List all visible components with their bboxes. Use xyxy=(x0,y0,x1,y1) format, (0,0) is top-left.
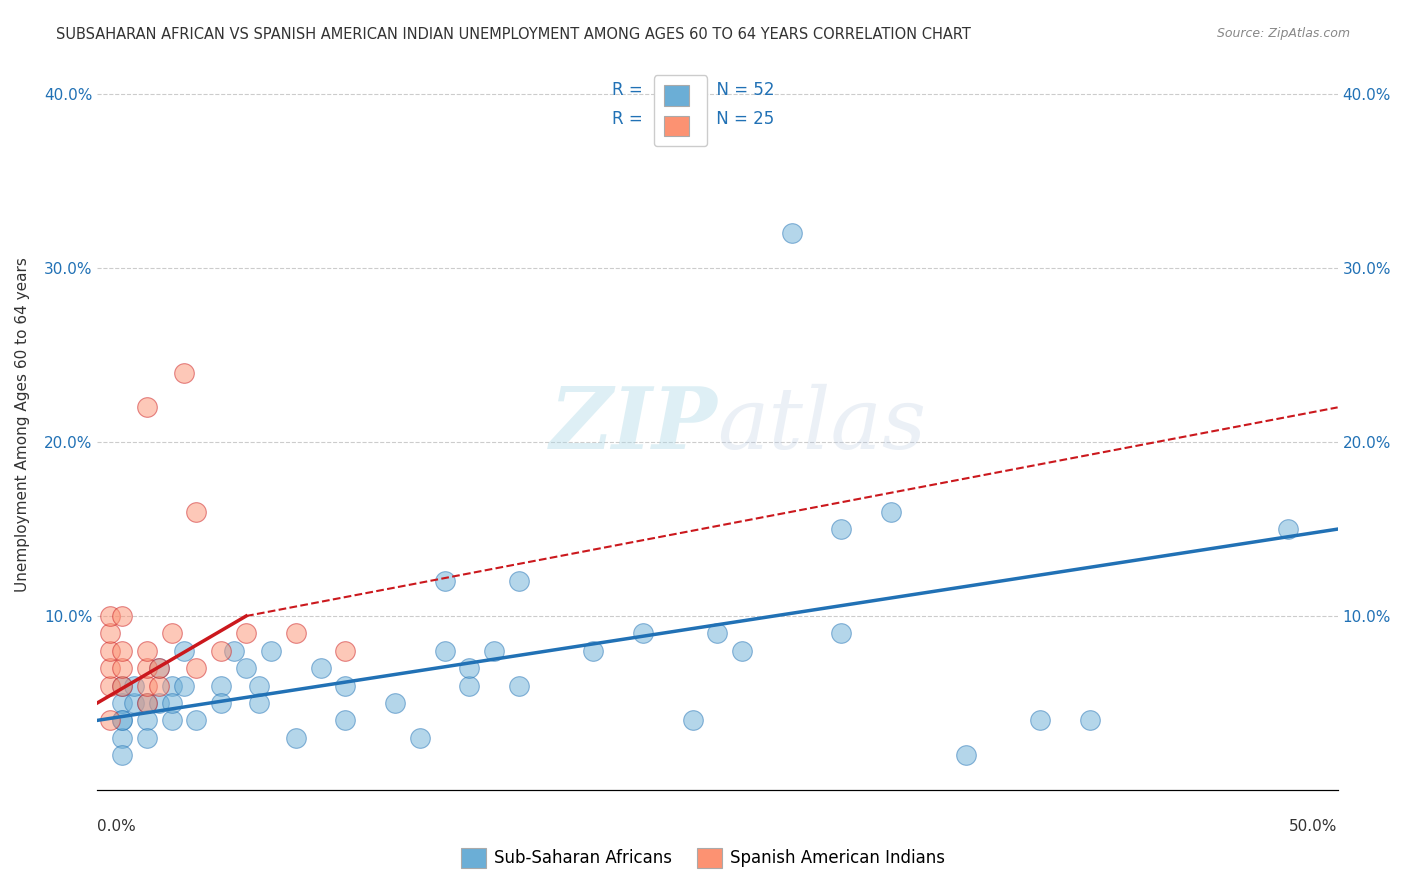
Point xyxy=(309,661,332,675)
Point xyxy=(135,644,157,658)
Point xyxy=(98,679,121,693)
Point xyxy=(124,696,146,710)
Point xyxy=(173,366,195,380)
Point xyxy=(111,679,134,693)
Point xyxy=(631,626,654,640)
Point xyxy=(160,626,183,640)
Point xyxy=(222,644,245,658)
Point xyxy=(235,626,257,640)
Point xyxy=(148,661,170,675)
Point xyxy=(1078,714,1101,728)
Point xyxy=(111,679,134,693)
Text: 0.0%: 0.0% xyxy=(97,819,136,834)
Point xyxy=(98,661,121,675)
Point xyxy=(186,505,208,519)
Point xyxy=(173,644,195,658)
Point xyxy=(409,731,432,745)
Text: R =  0.310   N = 52: R = 0.310 N = 52 xyxy=(612,81,775,99)
Point xyxy=(335,644,357,658)
Point xyxy=(682,714,704,728)
Point xyxy=(880,505,903,519)
Point xyxy=(98,644,121,658)
Y-axis label: Unemployment Among Ages 60 to 64 years: Unemployment Among Ages 60 to 64 years xyxy=(15,257,30,592)
Point xyxy=(111,661,134,675)
Point xyxy=(186,714,208,728)
Point xyxy=(706,626,728,640)
Point xyxy=(173,679,195,693)
Point xyxy=(111,696,134,710)
Point xyxy=(209,679,232,693)
Point xyxy=(508,574,530,589)
Point xyxy=(148,696,170,710)
Point xyxy=(148,679,170,693)
Point xyxy=(731,644,754,658)
Point xyxy=(209,644,232,658)
Point xyxy=(335,679,357,693)
Point xyxy=(458,679,481,693)
Point xyxy=(482,644,505,658)
Point xyxy=(247,696,270,710)
Point xyxy=(135,401,157,415)
Point xyxy=(124,679,146,693)
Point xyxy=(160,696,183,710)
Point xyxy=(1277,522,1299,536)
Point xyxy=(830,626,852,640)
Point xyxy=(135,661,157,675)
Point xyxy=(335,714,357,728)
Text: atlas: atlas xyxy=(717,384,927,467)
Point xyxy=(780,227,803,241)
Point xyxy=(135,679,157,693)
Point xyxy=(235,661,257,675)
Point xyxy=(284,626,307,640)
Point xyxy=(247,679,270,693)
Point xyxy=(955,748,977,763)
Point xyxy=(98,714,121,728)
Point xyxy=(135,696,157,710)
Point xyxy=(433,644,456,658)
Legend: Sub-Saharan Africans, Spanish American Indians: Sub-Saharan Africans, Spanish American I… xyxy=(454,841,952,875)
Point xyxy=(830,522,852,536)
Text: R =  0.079   N = 25: R = 0.079 N = 25 xyxy=(612,111,775,128)
Point xyxy=(209,696,232,710)
Point xyxy=(508,679,530,693)
Text: SUBSAHARAN AFRICAN VS SPANISH AMERICAN INDIAN UNEMPLOYMENT AMONG AGES 60 TO 64 Y: SUBSAHARAN AFRICAN VS SPANISH AMERICAN I… xyxy=(56,27,972,42)
Point xyxy=(458,661,481,675)
Point xyxy=(111,644,134,658)
Point xyxy=(186,661,208,675)
Point xyxy=(111,714,134,728)
Point xyxy=(111,714,134,728)
Point xyxy=(148,661,170,675)
Text: Source: ZipAtlas.com: Source: ZipAtlas.com xyxy=(1216,27,1350,40)
Point xyxy=(160,679,183,693)
Point xyxy=(111,731,134,745)
Point xyxy=(135,696,157,710)
Point xyxy=(135,731,157,745)
Point xyxy=(1029,714,1052,728)
Legend: , : , xyxy=(654,75,707,146)
Point xyxy=(384,696,406,710)
Point xyxy=(111,748,134,763)
Point xyxy=(111,609,134,624)
Point xyxy=(98,609,121,624)
Text: 50.0%: 50.0% xyxy=(1289,819,1337,834)
Point xyxy=(260,644,283,658)
Point xyxy=(98,626,121,640)
Point xyxy=(284,731,307,745)
Point xyxy=(433,574,456,589)
Point xyxy=(135,714,157,728)
Point xyxy=(160,714,183,728)
Point xyxy=(582,644,605,658)
Text: ZIP: ZIP xyxy=(550,383,717,467)
